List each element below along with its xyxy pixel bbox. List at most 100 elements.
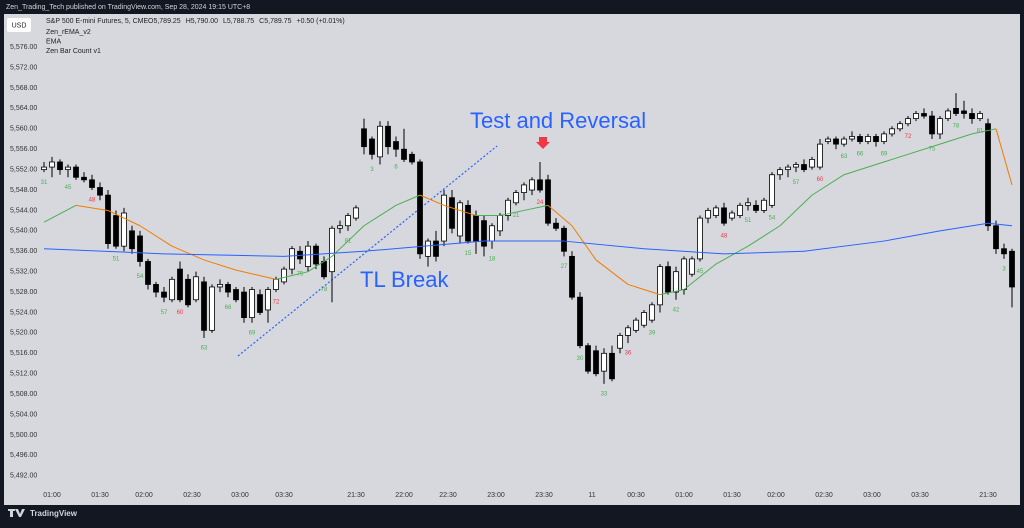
indicator-line — [995, 128, 1013, 186]
candle-body — [265, 289, 271, 311]
y-tick-label: 5,568.00 — [10, 85, 37, 92]
indicator-line — [627, 283, 661, 296]
x-tick-label: 00:30 — [627, 492, 645, 499]
candle-body — [57, 161, 63, 171]
candle-body — [937, 118, 943, 135]
candle-body — [985, 123, 991, 227]
candle-body — [945, 110, 951, 120]
candle-body — [401, 148, 407, 160]
trend-line — [237, 145, 498, 357]
x-tick-label: 03:30 — [275, 492, 293, 499]
candle-body — [225, 284, 231, 293]
candle-body — [993, 225, 999, 250]
indicator-line — [139, 225, 173, 247]
y-tick-label: 5,536.00 — [10, 248, 37, 255]
candle-body — [897, 123, 903, 130]
candle-body — [769, 174, 775, 206]
candle-body — [625, 327, 631, 336]
candle-body — [281, 268, 287, 283]
indicator-line — [499, 209, 525, 217]
indicator-line — [939, 133, 973, 145]
bar-count-label: 45 — [697, 269, 704, 275]
candle-body — [41, 166, 47, 171]
candle-body — [881, 133, 887, 142]
candle-body — [1009, 250, 1015, 288]
candle-body — [673, 271, 679, 293]
indicator-line — [163, 253, 285, 257]
currency-button[interactable] — [7, 18, 31, 32]
annotation: TL Break — [360, 267, 449, 292]
candle-body — [201, 281, 207, 331]
candle-body — [193, 276, 199, 301]
candle-body — [665, 266, 671, 293]
candle-body — [473, 215, 479, 242]
candle-body — [177, 268, 183, 301]
bar-count-label: 3 — [370, 167, 374, 173]
candle-body — [857, 136, 863, 142]
x-tick-label: 03:30 — [911, 492, 929, 499]
x-tick-label: 23:00 — [487, 492, 505, 499]
candle-body — [785, 166, 791, 171]
candle-body — [217, 284, 223, 288]
bar-count-label: 30 — [577, 356, 584, 362]
bar-count-label: 69 — [881, 152, 888, 158]
indicator-line — [747, 225, 781, 247]
symbol: S&P 500 E-mini Futures, 5, CME — [46, 18, 149, 25]
candle-body — [329, 227, 335, 273]
bar-count-label: 54 — [769, 215, 776, 221]
candle-body — [137, 235, 143, 262]
candle-body — [865, 136, 871, 142]
indicator-line — [107, 209, 141, 227]
candle-body — [801, 164, 807, 171]
indicator-line — [419, 194, 445, 206]
candle-body — [633, 319, 639, 331]
indicator-line — [803, 240, 885, 252]
currency[interactable]: USD — [12, 22, 27, 29]
footer-logo — [8, 509, 25, 517]
x-tick-label: 01:30 — [91, 492, 109, 499]
bar-count-label: 60 — [177, 310, 184, 316]
candle-body — [161, 291, 167, 298]
candle-body — [593, 350, 599, 375]
candle-body — [169, 278, 175, 301]
candle-body — [497, 215, 503, 232]
y-tick-label: 5,556.00 — [10, 146, 37, 153]
candle-body — [681, 258, 687, 290]
y-tick-label: 5,504.00 — [10, 411, 37, 418]
candle-body — [65, 166, 71, 171]
candle-body — [809, 159, 815, 168]
candle-body — [321, 261, 327, 278]
bar-count-label: 33 — [601, 392, 608, 398]
candle-body — [425, 240, 431, 257]
candle-body — [905, 118, 911, 125]
legend-entry: Zen Bar Count v1 — [46, 48, 101, 55]
candle-body — [921, 113, 927, 117]
indicator-line — [363, 204, 397, 227]
candle-body — [73, 166, 79, 178]
indicator-line — [987, 222, 1013, 227]
bar-count-label: 57 — [793, 180, 800, 186]
quote-value: C5,789.75 — [259, 18, 291, 25]
indicator-line — [971, 128, 997, 135]
candle-body — [457, 202, 463, 237]
candle-body — [97, 187, 103, 196]
candle-body — [81, 176, 87, 181]
indicator-line — [563, 240, 645, 250]
indicator-line — [307, 255, 333, 273]
candle-body — [345, 215, 351, 227]
candle-body — [969, 113, 975, 120]
indicator-line — [811, 174, 845, 196]
candle-body — [817, 143, 823, 168]
y-tick-label: 5,548.00 — [10, 187, 37, 194]
bar-count-label: 81 — [345, 238, 352, 244]
candle-body — [793, 164, 799, 168]
y-tick-label: 5,516.00 — [10, 350, 37, 357]
quote-value: O5,789.25 — [148, 18, 181, 25]
bar-count-label: 15 — [465, 251, 472, 257]
indicator-line — [723, 250, 805, 255]
bar-count-label: 39 — [649, 330, 656, 336]
candle-body — [145, 261, 151, 285]
candle-body — [257, 294, 263, 313]
bar-count-label: 48 — [721, 233, 728, 239]
